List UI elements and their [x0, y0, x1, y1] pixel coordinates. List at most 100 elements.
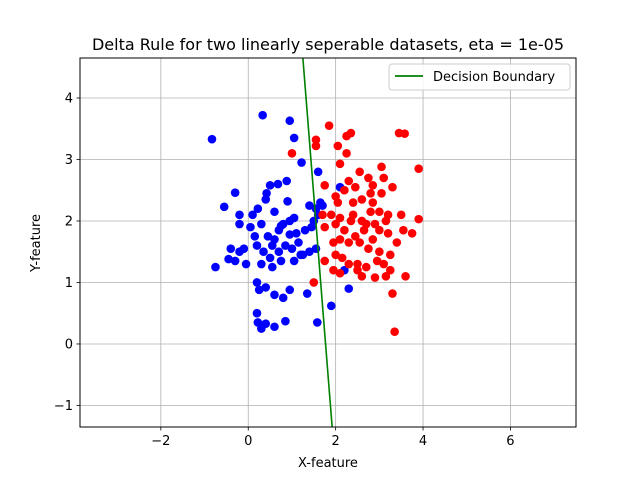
point-class-a [313, 167, 323, 177]
point-class-b [368, 181, 378, 190]
point-class-b [381, 216, 391, 226]
point-class-b [400, 129, 409, 138]
point-class-b [379, 173, 389, 183]
point-class-a [276, 221, 286, 231]
point-class-a [252, 308, 262, 318]
point-class-a [248, 210, 257, 220]
point-class-a [259, 247, 268, 257]
point-class-b [346, 128, 356, 138]
point-class-b [375, 207, 384, 217]
point-class-b [344, 259, 354, 269]
point-class-a [257, 219, 266, 229]
point-class-b [377, 162, 386, 172]
axis-ticks: −2 0 2 4 6 −1 0 1 2 3 4 [54, 91, 515, 449]
point-class-b [414, 164, 423, 173]
point-class-b [355, 167, 364, 177]
point-class-a [287, 244, 297, 253]
point-class-a [344, 284, 354, 293]
point-class-b [401, 272, 410, 281]
x-tick-label: −2 [151, 434, 170, 449]
point-class-a [224, 254, 233, 264]
point-class-b [399, 225, 408, 235]
point-class-b [353, 265, 362, 275]
point-class-b [340, 185, 349, 195]
point-class-b [344, 176, 354, 186]
point-class-b [287, 149, 297, 158]
point-class-b [346, 216, 356, 226]
point-class-a [211, 262, 220, 272]
point-class-a [285, 285, 295, 295]
point-class-b [309, 278, 319, 287]
legend: Decision Boundary [388, 63, 571, 91]
y-tick-label: 0 [65, 337, 73, 352]
point-class-b [388, 289, 397, 298]
point-class-a [253, 204, 263, 213]
x-tick-label: 2 [332, 434, 340, 449]
point-class-b [335, 213, 345, 223]
point-class-b [311, 141, 321, 151]
point-class-a [261, 319, 271, 328]
point-class-b [414, 214, 423, 224]
point-class-a [326, 301, 336, 311]
y-tick-label: 3 [65, 153, 73, 168]
point-class-b [335, 268, 345, 278]
plot-area-border [79, 57, 577, 428]
point-class-b [320, 181, 330, 190]
point-class-a [207, 134, 217, 144]
point-class-b [366, 207, 375, 217]
point-class-a [285, 230, 295, 239]
point-class-a [278, 293, 288, 303]
point-class-b [324, 121, 334, 130]
point-class-a [276, 256, 286, 266]
point-class-b [357, 272, 367, 281]
point-class-a [252, 241, 262, 250]
point-class-b [355, 238, 364, 247]
point-class-a [282, 176, 292, 186]
point-class-a [285, 116, 295, 126]
point-class-a [297, 158, 306, 167]
point-class-a [270, 290, 279, 300]
point-class-b [351, 182, 360, 192]
point-class-a [254, 285, 264, 295]
y-tick-label: 2 [65, 214, 73, 229]
point-class-b [379, 259, 389, 269]
point-class-b [342, 149, 351, 158]
point-class-b [326, 210, 336, 220]
point-class-b [390, 327, 399, 336]
point-class-b [396, 210, 406, 220]
point-class-b [353, 259, 362, 269]
point-class-b [361, 219, 371, 229]
boundary-layer [302, 58, 333, 427]
point-class-a [283, 196, 292, 206]
point-class-a [289, 256, 299, 266]
legend-label-decision-boundary: Decision Boundary [433, 70, 555, 85]
point-class-a [261, 195, 271, 204]
point-class-a [281, 316, 290, 326]
point-class-b [375, 225, 384, 235]
point-class-a [258, 110, 267, 120]
point-class-b [392, 238, 402, 247]
point-class-a [257, 259, 266, 269]
point-class-b [366, 189, 375, 198]
y-axis-label: Y-feature [29, 214, 44, 273]
point-class-b [329, 265, 338, 275]
point-class-b [333, 141, 343, 151]
point-class-a [318, 201, 327, 210]
x-tick-label: 0 [244, 434, 252, 449]
point-class-a [274, 247, 284, 257]
point-class-a [252, 278, 262, 287]
point-class-a [241, 259, 251, 269]
point-class-a [292, 228, 301, 238]
y-tick-label: 4 [65, 91, 73, 106]
point-class-a [230, 188, 240, 197]
point-class-a [246, 222, 255, 232]
point-class-b [383, 228, 393, 238]
point-class-b [351, 232, 360, 241]
point-class-b [335, 159, 345, 169]
point-class-a [273, 179, 283, 189]
point-class-a [289, 133, 299, 143]
point-class-b [320, 222, 330, 232]
chart-title: Delta Rule for two linearly seperable da… [92, 35, 564, 54]
y-tick-label: −1 [54, 399, 73, 414]
